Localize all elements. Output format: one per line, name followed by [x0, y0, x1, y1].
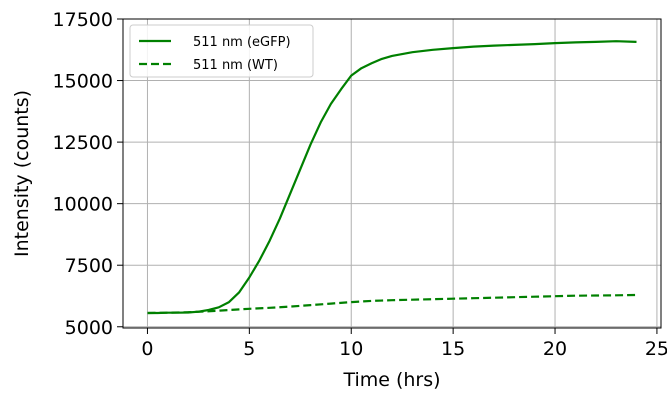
plot-area-frame: [122, 18, 662, 329]
legend-label-wt: 511 nm (WT): [193, 58, 278, 73]
x-tick-label: 15: [441, 338, 465, 360]
legend: 511 nm (eGFP) 511 nm (WT): [129, 24, 314, 78]
series-layer: [147, 40, 637, 315]
y-axis-title: Intensity (counts): [11, 90, 33, 257]
y-tick-label: 10000: [53, 194, 113, 216]
legend-box: [129, 24, 314, 78]
series-line-egfp: [147, 40, 637, 315]
y-tick-label: 17500: [53, 9, 113, 31]
x-tick-label: 25: [645, 338, 667, 360]
x-tick-label: 20: [543, 338, 567, 360]
y-tick-label: 5000: [65, 317, 113, 339]
x-tick-label: 10: [339, 338, 363, 360]
x-axis-ticks: 0 5 10 15 20 25: [141, 328, 667, 360]
series-line-wt: [147, 293, 637, 315]
x-tick-label: 0: [141, 338, 153, 360]
y-tick-label: 7500: [65, 255, 113, 277]
x-tick-label: 5: [243, 338, 255, 360]
legend-label-egfp: 511 nm (eGFP): [193, 35, 291, 50]
y-tick-label: 12500: [53, 132, 113, 154]
y-axis-ticks: 5000 7500 10000 12500 15000 17500: [53, 9, 123, 339]
y-tick-label: 15000: [53, 71, 113, 93]
x-axis-title: Time (hrs): [342, 369, 440, 389]
